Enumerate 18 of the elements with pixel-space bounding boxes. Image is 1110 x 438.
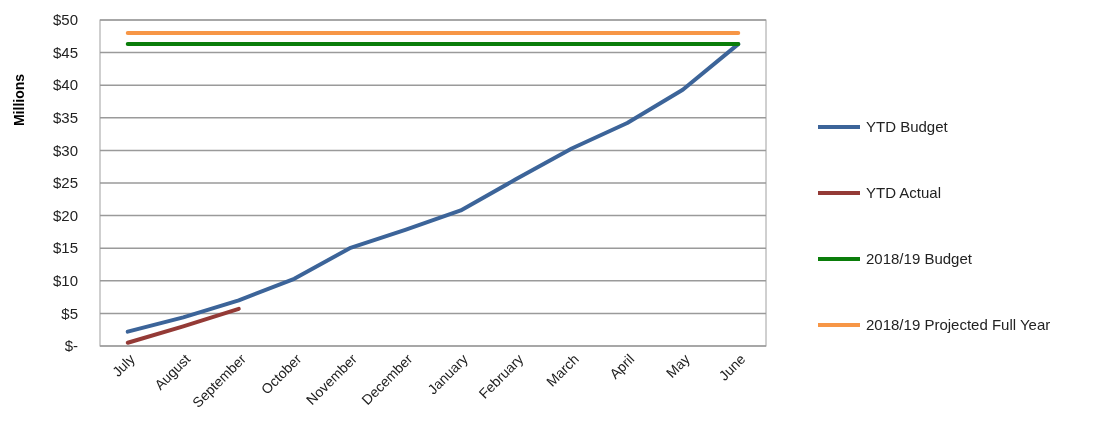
legend-label: YTD Budget: [866, 118, 949, 136]
y-tick-label: $10: [52, 272, 78, 290]
y-tick-label: $20: [52, 206, 78, 224]
y-tick-label: $50: [52, 11, 78, 29]
y-tick-label: $30: [52, 141, 78, 159]
y-axis-title: Millions: [11, 73, 27, 127]
y-tick-label: $35: [52, 109, 78, 127]
y-tick-label: $15: [52, 239, 78, 257]
y-tick-label: $25: [52, 174, 78, 192]
legend-label: YTD Actual: [866, 184, 942, 202]
x-tick-label: July: [108, 350, 138, 380]
x-tick-label: May: [662, 350, 693, 381]
y-tick-label: $40: [52, 76, 78, 94]
y-tick-label: $5: [61, 304, 78, 322]
legend-label: 2018/19 Projected Full Year: [866, 316, 1051, 334]
legend-label: 2018/19 Budget: [866, 250, 973, 268]
y-tick-label: $45: [52, 43, 78, 61]
y-tick-label: $-: [64, 337, 78, 355]
